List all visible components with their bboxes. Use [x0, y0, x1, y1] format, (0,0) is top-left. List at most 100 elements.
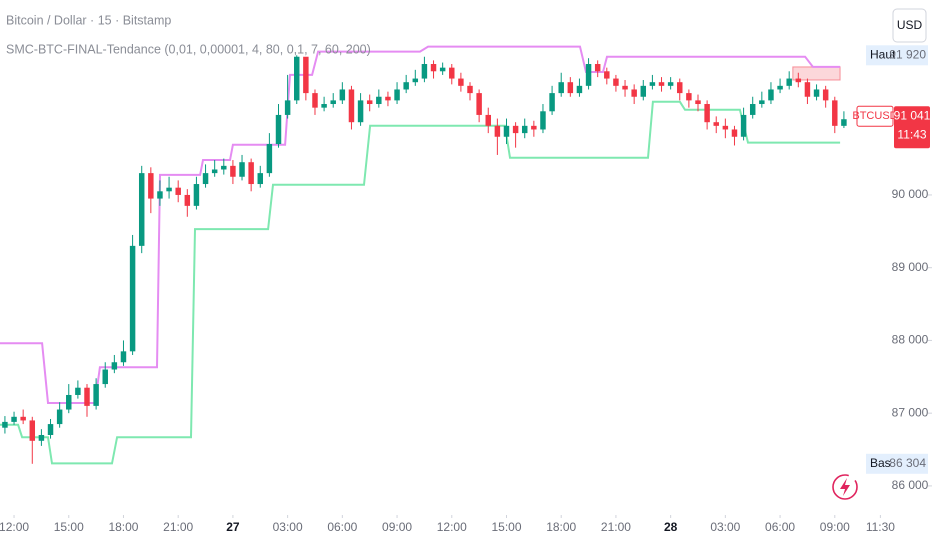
candle-body: [84, 387, 90, 406]
candle-body: [348, 89, 355, 123]
candle-body: [731, 129, 738, 137]
price-marker-value: 86 304: [889, 456, 926, 470]
currency-button[interactable]: [892, 8, 927, 43]
candle-body: [786, 78, 792, 86]
candle-body: [138, 173, 145, 246]
candle-body: [385, 96, 391, 101]
candle-body: [303, 56, 309, 94]
flash-icon[interactable]: [832, 474, 858, 500]
x-tick-label: 15:00: [491, 520, 521, 534]
price-marker-value: 91 920: [889, 47, 926, 61]
candle-body: [257, 173, 264, 185]
x-tick-label: 09:00: [820, 520, 850, 534]
flash-bolt[interactable]: [840, 478, 850, 496]
candle-body: [804, 82, 811, 97]
candle-body: [11, 416, 17, 422]
x-tick-label: 09:00: [382, 520, 412, 534]
candle-body: [722, 125, 729, 130]
candle-body: [421, 64, 428, 79]
candle-body: [102, 369, 108, 385]
plot-area: [0, 45, 847, 465]
indicator-label: SMC-BTC-FINAL-Tendance (0,01, 0,00001, 4…: [6, 42, 371, 56]
x-tick-label: 15:00: [54, 520, 84, 534]
price-marker-box: [866, 45, 928, 66]
candle-body: [677, 82, 683, 94]
candle-body: [330, 100, 336, 105]
candle-body: [822, 89, 829, 101]
currency-label[interactable]: USD: [897, 18, 923, 32]
candle-body: [777, 85, 783, 90]
candle-body: [631, 89, 637, 97]
candle-body: [412, 78, 419, 83]
candle-body: [658, 82, 665, 86]
candle-body: [120, 351, 127, 363]
y-tick-label: 89 000: [892, 260, 929, 274]
candle-body: [740, 114, 747, 137]
candle-body: [366, 100, 373, 105]
candle-body: [512, 125, 519, 134]
x-tick-label: 21:00: [601, 520, 631, 534]
candle-body: [813, 89, 820, 97]
candle-body: [284, 100, 291, 115]
candle-body: [403, 82, 409, 90]
last-price-name-box: [856, 105, 894, 127]
candle-body: [768, 89, 774, 101]
candle-body: [503, 125, 510, 137]
candle-body: [759, 100, 765, 105]
last-price-box: [894, 106, 930, 149]
candle-body: [430, 64, 437, 72]
candle-body: [111, 362, 118, 370]
chart-title: Bitcoin / Dollar · 15 · Bitstamp: [6, 13, 171, 27]
candle-body: [239, 162, 245, 177]
candle-body: [832, 100, 838, 126]
last-price-name: BTCUSD: [852, 110, 897, 122]
candle-body: [275, 114, 282, 145]
candle-body: [458, 78, 464, 86]
candle-body: [841, 119, 847, 126]
candle-body: [585, 64, 592, 86]
candle-body: [394, 89, 400, 101]
candle-body: [157, 191, 163, 199]
candle-body: [93, 384, 99, 406]
x-tick-label: 03:00: [273, 520, 303, 534]
countdown: 11:43: [897, 127, 926, 141]
x-tick-label: 11:30: [866, 520, 895, 534]
candle-body: [494, 125, 501, 137]
candle-body: [184, 194, 191, 206]
candle-body: [613, 78, 619, 86]
x-tick-label: 03:00: [710, 520, 740, 534]
y-tick-label: 90 000: [892, 187, 929, 201]
candle-body: [248, 162, 254, 185]
candle-body: [166, 187, 172, 192]
x-tick-label: 28: [664, 520, 678, 534]
candle-body: [795, 78, 802, 83]
candle-body: [604, 71, 610, 79]
candle-body: [129, 245, 136, 352]
candle-body: [357, 100, 364, 123]
candle-body: [485, 114, 491, 126]
candle-body: [211, 169, 218, 174]
flash-ring[interactable]: [832, 474, 858, 500]
candle-body: [47, 424, 54, 435]
candle-body: [230, 165, 236, 177]
candle-body: [175, 187, 181, 195]
candle-body: [549, 93, 555, 112]
candle-body: [540, 111, 546, 130]
y-tick-label: 87 000: [892, 405, 929, 419]
candle-body: [704, 104, 710, 123]
candle-body: [66, 394, 72, 410]
x-tick-label: 06:00: [765, 520, 795, 534]
last-price-value: 91 041: [894, 108, 931, 122]
candle-body: [521, 125, 528, 134]
x-tick-label: 12:00: [437, 520, 467, 534]
candle-body: [321, 104, 327, 108]
candle-body: [576, 85, 583, 94]
candle-body: [29, 420, 36, 441]
candle-body: [439, 67, 446, 72]
candle-body: [266, 144, 273, 174]
candle-body: [294, 56, 300, 101]
price-marker-name: Haut: [870, 47, 896, 61]
candle-body: [38, 434, 45, 441]
candle-body: [558, 82, 564, 94]
